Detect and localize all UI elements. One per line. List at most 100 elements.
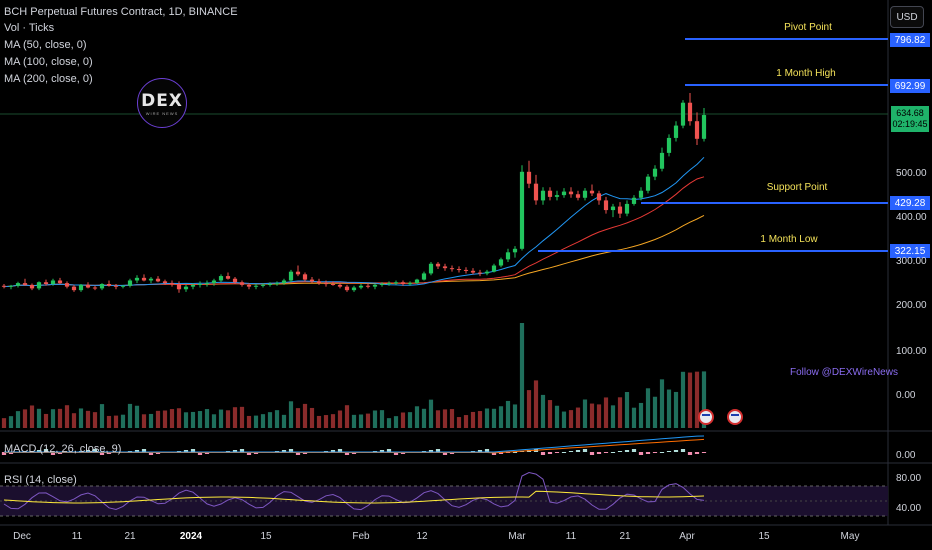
volume-bar xyxy=(78,408,84,428)
candle-body xyxy=(57,280,63,284)
volume-bar xyxy=(498,406,504,428)
candle-body xyxy=(239,282,245,285)
volume-bar xyxy=(134,405,140,428)
candle-body xyxy=(680,102,686,126)
candle-body xyxy=(428,263,434,274)
time-axis-15-apr: 15 xyxy=(758,531,770,542)
candle-body xyxy=(323,283,329,285)
legend-ma100[interactable]: MA (100, close, 0) xyxy=(4,56,93,68)
volume-bar xyxy=(85,410,91,428)
current-price-tag[interactable]: 634.68 02:19:45 xyxy=(891,106,929,132)
candle-body xyxy=(358,285,364,288)
pivot-price-tag[interactable]: 796.82 xyxy=(890,33,930,47)
volume-bar xyxy=(603,397,609,428)
candle-body xyxy=(1,285,7,287)
volume-bar xyxy=(22,409,28,428)
candle-body xyxy=(631,197,637,204)
volume-bar xyxy=(463,415,469,428)
rsi-label[interactable]: RSI (14, close) xyxy=(4,474,77,486)
symbol-title[interactable]: BCH Perpetual Futures Contract, 1D, BINA… xyxy=(4,6,238,18)
candle-body xyxy=(106,284,112,286)
volume-bar xyxy=(645,388,651,428)
volume-bar xyxy=(512,404,518,428)
volume-bar xyxy=(57,408,63,428)
macd-histogram-bar xyxy=(610,452,616,453)
candle-body xyxy=(645,176,651,191)
macd-histogram-bar xyxy=(701,452,707,453)
volume-axis-0: 0.00 xyxy=(896,390,916,401)
volume-bar xyxy=(29,405,35,428)
candle-body xyxy=(673,125,679,138)
macd-histogram-bar xyxy=(666,451,672,452)
legend-ma200[interactable]: MA (200, close, 0) xyxy=(4,73,93,85)
volume-axis-100: 100.00 xyxy=(896,346,927,357)
macd-histogram-bar xyxy=(680,449,686,452)
volume-bar xyxy=(484,408,490,428)
macd-histogram-bar xyxy=(694,452,700,454)
volume-bar xyxy=(526,390,532,428)
volume-bar xyxy=(687,372,693,428)
candle-body xyxy=(36,282,42,289)
support-price-tag[interactable]: 429.28 xyxy=(890,196,930,210)
legend-volume[interactable]: Vol · Ticks xyxy=(4,22,55,34)
rsi-line xyxy=(3,471,705,511)
volume-bar xyxy=(659,379,665,428)
candle-body xyxy=(603,200,609,211)
volume-bar xyxy=(211,414,217,428)
volume-bar xyxy=(232,407,238,428)
volume-bar xyxy=(246,415,252,428)
volume-bar xyxy=(414,406,420,428)
candle-body xyxy=(484,271,490,274)
macd-histogram-bar xyxy=(554,452,560,453)
rsi-axis-40: 40.00 xyxy=(896,503,922,514)
volume-bar xyxy=(624,392,630,428)
volume-bar xyxy=(351,414,357,428)
volume-bar xyxy=(561,411,567,428)
currency-button[interactable]: USD xyxy=(890,6,924,28)
macd-label[interactable]: MACD (12, 26, close, 9) xyxy=(4,443,122,455)
volume-bar xyxy=(169,409,175,428)
legend-ma50[interactable]: MA (50, close, 0) xyxy=(4,39,87,51)
candle-body xyxy=(330,284,336,285)
candle-body xyxy=(386,283,392,285)
macd-histogram-bar xyxy=(232,450,238,452)
candle-body xyxy=(617,206,623,214)
macd-histogram-bar xyxy=(85,450,91,452)
volume-bar xyxy=(568,410,574,428)
candle-body xyxy=(85,284,91,288)
month-low-price-tag[interactable]: 322.15 xyxy=(890,244,930,258)
macd-histogram-bar xyxy=(134,450,140,452)
volume-bar xyxy=(344,405,350,428)
volume-bar xyxy=(407,412,413,428)
macd-histogram-bar xyxy=(547,452,553,454)
candle-body xyxy=(582,190,588,198)
candle-body xyxy=(120,285,126,287)
macd-histogram-bar xyxy=(239,449,245,452)
macd-histogram-bar xyxy=(603,452,609,453)
candle-body xyxy=(456,269,462,271)
macd-histogram-bar xyxy=(477,450,483,452)
event-flag-icon xyxy=(698,409,714,425)
month-high-price-tag[interactable]: 692.99 xyxy=(890,79,930,93)
candle-body xyxy=(71,286,77,291)
volume-bar xyxy=(92,412,98,428)
month-low-label: 1 Month Low xyxy=(760,234,818,245)
candle-body xyxy=(148,278,154,281)
price-axis-200: 200.00 xyxy=(896,300,927,311)
candle-body xyxy=(407,283,413,285)
macd-histogram-bar xyxy=(673,450,679,452)
macd-histogram-bar xyxy=(589,452,595,455)
candle-body xyxy=(183,286,189,290)
macd-histogram-bar xyxy=(386,449,392,452)
macd-histogram-bar xyxy=(617,451,623,452)
candle-body xyxy=(204,283,210,285)
candle-body xyxy=(288,271,294,281)
candle-body xyxy=(211,280,217,284)
candle-body xyxy=(372,284,378,287)
volume-bar xyxy=(155,410,161,428)
candle-body xyxy=(127,280,133,286)
volume-bar xyxy=(295,408,301,428)
time-axis-15: 15 xyxy=(260,531,272,542)
volume-bar xyxy=(470,411,476,428)
